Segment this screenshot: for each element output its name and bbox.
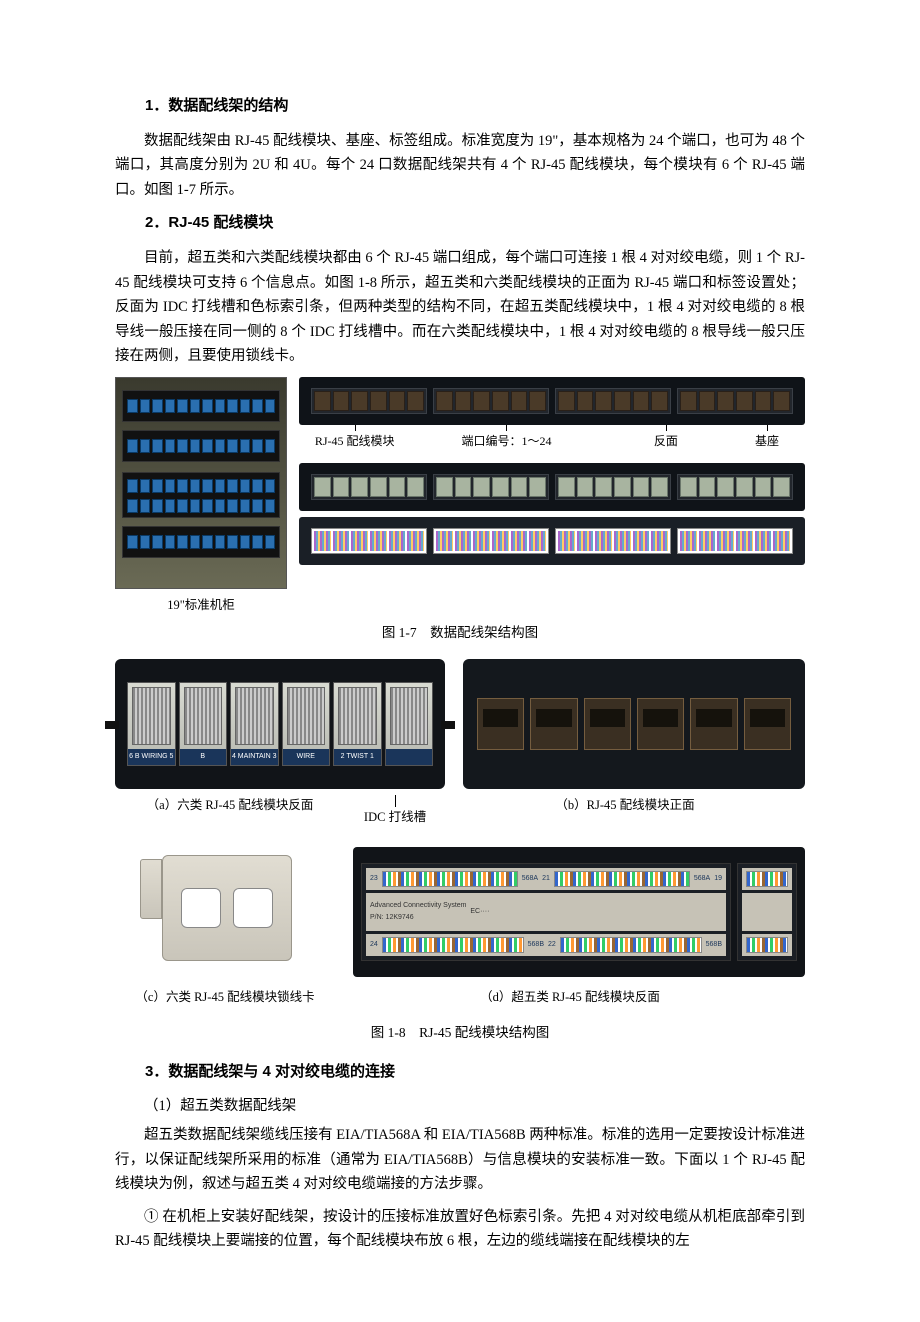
cat5e-module-rear: 23568A21568A19 Advanced Connectivity Sys… xyxy=(353,847,805,977)
fig18-cap-a: （a）六类 RJ-45 配线模块反面 xyxy=(115,795,345,828)
fig17-ptr-a: RJ-45 配线模块 xyxy=(315,434,395,448)
slot-label-3: 4 MAINTAIN 3 xyxy=(231,749,278,765)
figure-1-8: 6 B WIRING 5 B 4 MAINTAIN 3 WIRE 2 TWIST… xyxy=(115,659,805,1044)
paragraph-2-1: 目前，超五类和六类配线模块都由 6 个 RJ-45 端口组成，每个端口可连接 1… xyxy=(115,246,805,369)
figure-1-7-caption: 图 1-7 数据配线架结构图 xyxy=(115,622,805,645)
fig17-ptr-c: 反面 xyxy=(654,434,678,448)
rack-photo xyxy=(115,377,287,589)
subheading-3-1: （1）超五类数据配线架 xyxy=(115,1094,805,1119)
fig18-row1-captions: （a）六类 RJ-45 配线模块反面 IDC 打线槽 （b）RJ-45 配线模块… xyxy=(115,795,805,828)
fig18-row2-captions: （c）六类 RJ-45 配线模块锁线卡 （d）超五类 RJ-45 配线模块反面 xyxy=(115,987,805,1008)
patch-panel-rear-2 xyxy=(299,517,805,565)
paragraph-1-1: 数据配线架由 RJ-45 配线模块、基座、标签组成。标准宽度为 19"，基本规格… xyxy=(115,129,805,203)
fig17-ptr-b: 端口编号：1～24 xyxy=(461,434,551,448)
fig18-cap-idc: IDC 打线槽 xyxy=(364,810,426,824)
fig17-pointer-row: RJ-45 配线模块 端口编号：1～24 反面 基座 xyxy=(299,431,805,457)
fig18-cap-b: （b）RJ-45 配线模块正面 xyxy=(445,795,805,828)
slot-label-1: 6 B WIRING 5 xyxy=(128,749,175,765)
rj45-module-front xyxy=(463,659,805,789)
paragraph-3-1: 超五类数据配线架缆线压接有 EIA/TIA568A 和 EIA/TIA568B … xyxy=(115,1123,805,1197)
figure-1-7: 19"标准机柜 RJ-45 配线模块 端口编号：1～24 反面 基座 xyxy=(115,377,805,645)
fig18-cap-d: （d）超五类 RJ-45 配线模块反面 xyxy=(335,987,805,1008)
heading-3: 3．数据配线架与 4 对对绞电缆的连接 xyxy=(115,1059,805,1085)
slot-label-5: 2 TWIST 1 xyxy=(334,749,381,765)
cat6-lock-card xyxy=(140,847,310,977)
paragraph-3-2: ① 在机柜上安装好配线架，按设计的压接标准放置好色标索引条。先把 4 对对绞电缆… xyxy=(115,1205,805,1254)
rack-caption: 19"标准机柜 xyxy=(115,595,287,616)
patch-panel-front xyxy=(299,377,805,425)
figure-1-8-caption: 图 1-8 RJ-45 配线模块结构图 xyxy=(115,1022,805,1045)
slot-label-4: WIRE xyxy=(283,749,330,765)
cat6-module-rear: 6 B WIRING 5 B 4 MAINTAIN 3 WIRE 2 TWIST… xyxy=(115,659,445,789)
patch-panel-rear-1 xyxy=(299,463,805,511)
slot-label-2: B xyxy=(180,749,227,765)
document-page: 1．数据配线架的结构 数据配线架由 RJ-45 配线模块、基座、标签组成。标准宽… xyxy=(0,0,920,1322)
fig17-ptr-d: 基座 xyxy=(755,434,779,448)
heading-2: 2．RJ-45 配线模块 xyxy=(115,210,805,236)
fig18-cap-c: （c）六类 RJ-45 配线模块锁线卡 xyxy=(115,987,335,1008)
heading-1: 1．数据配线架的结构 xyxy=(115,93,805,119)
